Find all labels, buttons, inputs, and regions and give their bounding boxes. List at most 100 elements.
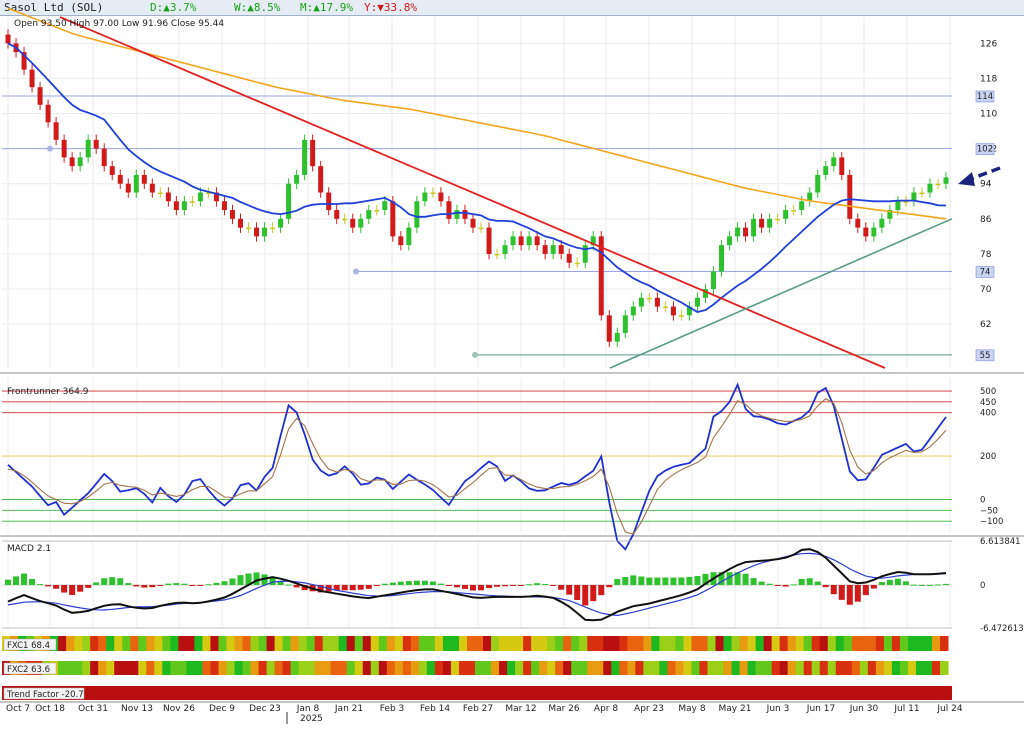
fxc2-heat-cell [811, 661, 821, 675]
fxc2-heat-cell [635, 661, 644, 675]
macd-histogram-bar [606, 584, 613, 588]
macd-histogram-bar [902, 581, 909, 585]
fxc1-label-box [3, 638, 57, 651]
frontrunner-axis-tick-label: −100 [980, 517, 1003, 527]
price-candle [454, 210, 460, 219]
macd-histogram-bar [806, 578, 813, 585]
macd-histogram-bar [478, 584, 485, 591]
macd-title: MACD 2.1 [7, 544, 51, 554]
macd-histogram-bar [934, 584, 941, 586]
macd-histogram-bar [13, 576, 20, 585]
fxc1-heat-cell [715, 636, 725, 651]
macd-histogram-bar [61, 584, 68, 593]
fxc1-heat-cell [595, 636, 604, 651]
fxc2-heat-cell [827, 661, 837, 675]
fxc2-heat-cell [114, 661, 123, 675]
fxc2-heat-cell [66, 661, 75, 675]
price-level-label: 74 [980, 267, 991, 277]
fxc1-heat-cell [859, 636, 869, 651]
price-candle [350, 218, 356, 228]
price-candle [654, 297, 660, 307]
price-candle [77, 157, 83, 167]
fxc1-heat-cell [434, 636, 444, 651]
price-candle [526, 236, 532, 246]
fxc1-title: FXC1 68.4 [7, 641, 50, 651]
fxc1-heat-cell [691, 636, 700, 651]
fxc2-heat-cell [643, 661, 652, 675]
fxc1-heat-cell [499, 636, 508, 651]
fxc1-heat-cell [875, 636, 885, 651]
macd-histogram-bar [502, 584, 509, 587]
fxc1-heat-cell [515, 636, 524, 651]
price-candle [342, 218, 348, 221]
price-candle [598, 236, 604, 316]
macd-histogram-bar [742, 573, 749, 585]
fxc2-heat-cell [843, 661, 853, 675]
macd-histogram-bar [261, 574, 268, 585]
macd-histogram-bar [846, 584, 853, 605]
fxc2-heat-cell [386, 661, 396, 675]
price-candle [462, 210, 468, 219]
price-level-label: 55 [980, 351, 991, 361]
frontrunner-axis-tick-label: 400 [980, 409, 996, 419]
macd-histogram-bar [101, 578, 108, 585]
price-candle [815, 174, 821, 193]
macd-histogram-bar [173, 583, 180, 585]
price-candle [686, 306, 692, 316]
fxc1-heat-cell [154, 636, 163, 651]
macd-histogram-bar [510, 584, 517, 586]
fxc1-heat-cell [274, 636, 284, 651]
fxc2-heat-cell [923, 661, 933, 675]
macd-axis-tick-label: 0 [980, 581, 985, 591]
macd-histogram-bar [381, 583, 388, 585]
fxc2-heat-cell [819, 661, 829, 675]
fxc2-heat-cell [507, 661, 516, 675]
price-candle [53, 122, 59, 140]
price-level-badge [975, 143, 995, 155]
fxc1-heat-cell [234, 636, 244, 651]
fxc1-heat-cell [242, 636, 252, 651]
fxc1-heat-cell [707, 636, 717, 651]
price-axis-tick-label: 118 [980, 74, 997, 84]
fxc1-heat-cell [667, 636, 676, 651]
price-candle [189, 201, 195, 203]
macd-histogram-bar [774, 584, 781, 586]
price-candle [5, 34, 11, 44]
price-candle [286, 183, 292, 219]
fxc1-heat-cell [699, 636, 708, 651]
fxc2-heat-cell [835, 661, 845, 675]
fxc1-heat-cell [867, 636, 877, 651]
macd-histogram-bar [333, 584, 340, 591]
fxc2-heat-cell [378, 661, 388, 675]
fxc1-heat-cell [306, 636, 316, 651]
frontrunner-axis-tick-label: 200 [980, 452, 996, 462]
x-axis-tick-label: Feb 14 [420, 704, 451, 714]
fxc2-heat-cell [74, 661, 83, 675]
price-candle [382, 201, 388, 211]
macd-histogram-bar [838, 584, 845, 600]
macd-histogram-bar [253, 572, 260, 585]
price-candle [165, 192, 171, 202]
price-candle [390, 201, 396, 237]
fxc1-heat-cell [523, 636, 532, 651]
fxc1-heat-cell [226, 636, 235, 651]
macd-histogram-bar [910, 584, 917, 586]
price-candle [430, 192, 436, 194]
fxc1-heat-cell [98, 636, 107, 651]
fxc1-heat-cell [483, 636, 492, 651]
fxc1-heat-cell [619, 636, 628, 651]
fxc1-heat-cell [819, 636, 829, 651]
fxc1-heat-cell [202, 636, 211, 651]
fxc1-heat-cell [114, 636, 123, 651]
fxc1-heat-cell [571, 636, 580, 651]
fxc1-heat-cell [603, 636, 612, 651]
fxc2-heat-cell [434, 661, 444, 675]
trend-factor-title: Trend Factor -20.7 [6, 690, 84, 700]
fxc2-heat-cell [683, 661, 692, 675]
x-axis-tick-label: May 8 [678, 704, 705, 714]
price-candle [213, 192, 219, 202]
price-candle [694, 297, 700, 307]
fxc1-heat-cell [539, 636, 548, 651]
price-candle [799, 201, 805, 211]
macd-histogram-bar [317, 584, 324, 593]
